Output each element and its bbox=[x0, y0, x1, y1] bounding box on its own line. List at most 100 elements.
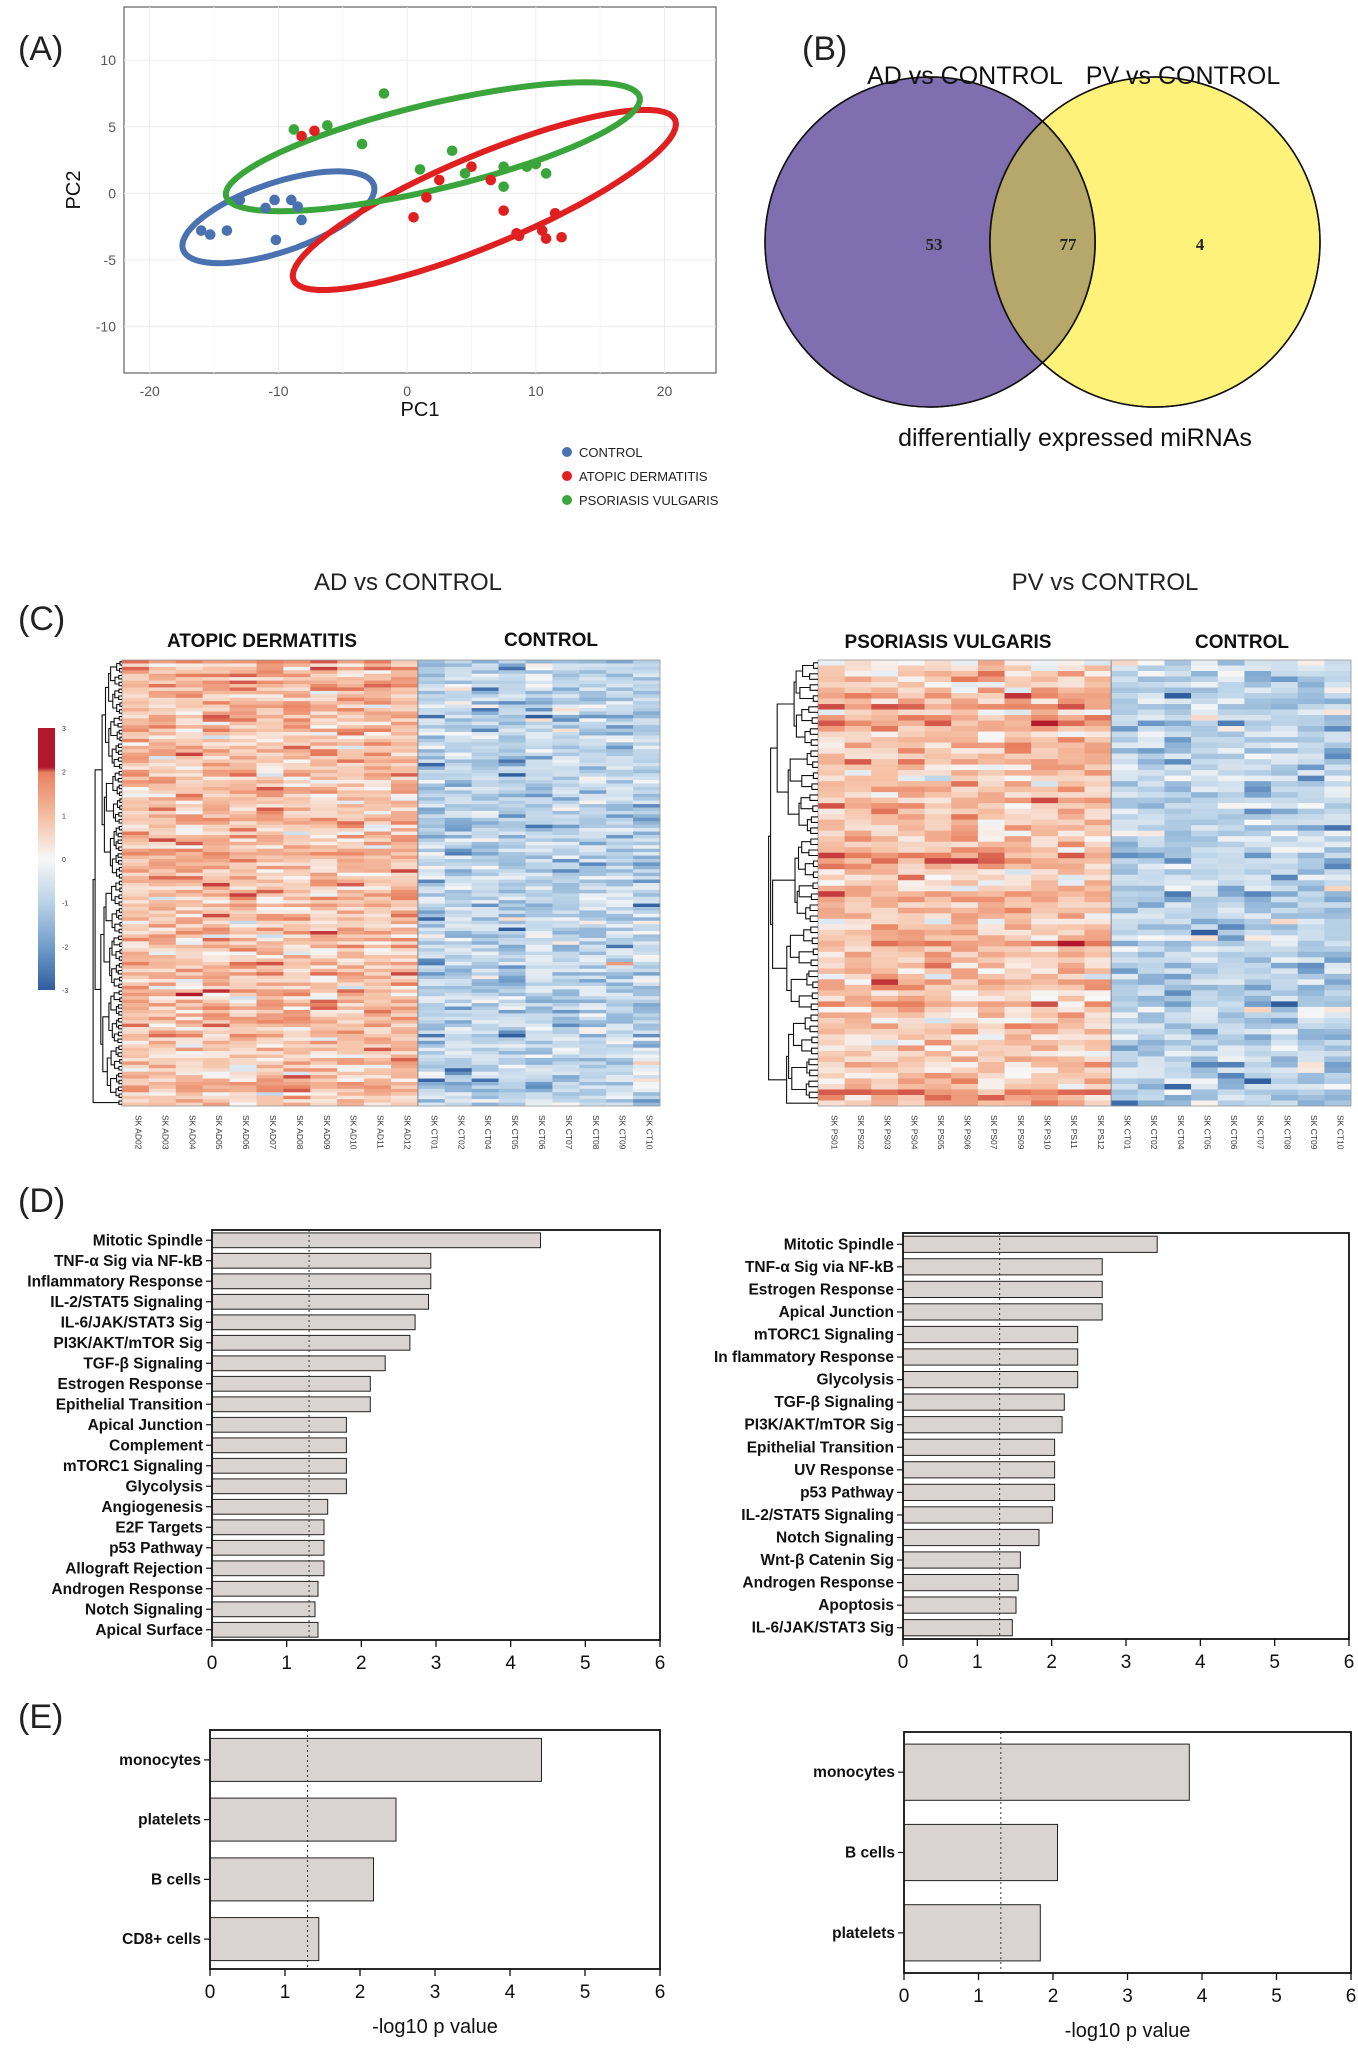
heatmap-cell bbox=[310, 1006, 338, 1011]
heatmap-cell bbox=[818, 924, 845, 931]
heatmap-cell bbox=[606, 718, 634, 723]
heatmap-cell bbox=[1191, 1028, 1219, 1035]
heatmap-cell bbox=[391, 725, 419, 729]
heatmap-cell bbox=[417, 1078, 446, 1083]
heatmap-cell bbox=[633, 1054, 661, 1059]
heatmap-cell bbox=[1244, 1034, 1272, 1041]
heatmap-cell bbox=[1191, 918, 1219, 925]
x-axis-tick-label: 5 bbox=[580, 1653, 591, 1674]
heatmap-cell bbox=[122, 889, 150, 894]
heatmap-cell bbox=[229, 677, 257, 681]
heatmap-cell bbox=[175, 961, 203, 966]
heatmap-cell bbox=[229, 879, 257, 884]
heatmap-cell bbox=[148, 941, 177, 946]
heatmap-cell bbox=[337, 769, 365, 774]
heatmap-cell bbox=[310, 718, 338, 723]
heatmap-cell bbox=[202, 1023, 230, 1028]
heatmap-cell bbox=[283, 714, 311, 719]
heatmap-cell bbox=[283, 687, 311, 692]
heatmap-pv: SK PS01 SK PS02 SK PS03 SK PS04 SK PS05 SK PS… bbox=[768, 659, 1352, 1150]
bar bbox=[902, 1393, 1065, 1411]
heatmap-cell bbox=[417, 924, 446, 928]
heatmap-cell bbox=[606, 773, 634, 777]
heatmap-cell bbox=[1271, 1094, 1298, 1101]
heatmap-cell bbox=[606, 852, 634, 856]
heatmap-cell bbox=[525, 708, 553, 712]
heatmap-cell bbox=[498, 824, 526, 829]
heatmap-cell bbox=[444, 951, 472, 956]
heatmap-cell bbox=[897, 1056, 925, 1063]
heatmap-cell bbox=[897, 715, 925, 721]
heatmap-cell bbox=[1057, 715, 1085, 721]
heatmap-cell bbox=[1191, 973, 1219, 980]
heatmap-cell bbox=[337, 1064, 365, 1069]
heatmap-cell bbox=[552, 955, 580, 959]
heatmap-cell bbox=[202, 852, 230, 856]
heatmap-cell bbox=[1244, 957, 1272, 964]
heatmap-cell bbox=[552, 845, 580, 849]
heatmap-cell bbox=[844, 748, 872, 754]
heatmap-cell bbox=[871, 946, 899, 953]
heatmap-cell bbox=[498, 855, 526, 860]
heatmap-cell bbox=[1271, 957, 1298, 964]
heatmap-cell bbox=[1004, 759, 1032, 765]
heatmap-cell bbox=[498, 948, 526, 952]
x-axis-tick-label: 0 bbox=[898, 1652, 909, 1673]
heatmap-cell bbox=[633, 711, 661, 716]
heatmap-cell bbox=[417, 793, 446, 798]
heatmap-cell bbox=[1137, 1012, 1165, 1019]
heatmap-cell bbox=[364, 1020, 392, 1024]
heatmap-cell bbox=[844, 803, 872, 809]
heatmap-cell bbox=[525, 711, 553, 716]
heatmap-cell bbox=[337, 1075, 365, 1079]
heatmap-cell bbox=[175, 841, 203, 846]
heatmap-cell bbox=[364, 694, 392, 699]
heatmap-cell bbox=[871, 803, 899, 809]
heatmap-cell bbox=[977, 759, 1005, 765]
heatmap-cell bbox=[1217, 748, 1245, 754]
heatmap-cell bbox=[364, 714, 392, 719]
heatmap-cell bbox=[148, 783, 177, 788]
heatmap-cell bbox=[633, 759, 661, 764]
heatmap-cell bbox=[229, 1030, 257, 1035]
heatmap-cell bbox=[1111, 1034, 1139, 1041]
heatmap-cell bbox=[579, 714, 607, 719]
heatmap-cell bbox=[256, 756, 284, 760]
heatmap-cell bbox=[1031, 709, 1059, 716]
heatmap-cell bbox=[579, 721, 607, 726]
heatmap-cell bbox=[175, 855, 203, 860]
heatmap-cell bbox=[148, 786, 177, 791]
heatmap-cell bbox=[364, 824, 392, 829]
heatmap-cell bbox=[818, 775, 845, 782]
heatmap-cell bbox=[606, 1003, 634, 1007]
heatmap-cell bbox=[951, 995, 979, 1002]
heatmap-cell bbox=[229, 670, 257, 675]
heatmap-cell bbox=[310, 810, 338, 815]
heatmap-cell bbox=[552, 687, 580, 692]
heatmap-cell bbox=[525, 834, 553, 839]
heatmap-cell bbox=[283, 855, 311, 860]
heatmap-cell bbox=[1297, 726, 1325, 732]
heatmap-cell bbox=[391, 687, 419, 692]
heatmap-cell bbox=[818, 979, 845, 986]
heatmap-cell bbox=[337, 684, 365, 688]
heatmap-cell bbox=[579, 920, 607, 925]
pca-point-control bbox=[270, 234, 282, 246]
heatmap-cell bbox=[1297, 1061, 1325, 1068]
heatmap-cell bbox=[1324, 902, 1352, 909]
heatmap-cell bbox=[633, 965, 661, 970]
heatmap-cell bbox=[1137, 1017, 1165, 1024]
heatmap-cell bbox=[122, 975, 150, 980]
heatmap-cell bbox=[229, 711, 257, 716]
heatmap-cell bbox=[1004, 1061, 1032, 1068]
heatmap-cell bbox=[283, 982, 311, 987]
heatmap-cell bbox=[897, 1078, 925, 1085]
heatmap-cell bbox=[1137, 973, 1165, 980]
heatmap-cell bbox=[525, 824, 553, 829]
heatmap-cell bbox=[122, 680, 150, 685]
heatmap-cell bbox=[633, 714, 661, 719]
heatmap-cell bbox=[606, 941, 634, 946]
heatmap-cell bbox=[337, 1027, 365, 1031]
heatmap-cell bbox=[1324, 687, 1352, 694]
heatmap-cell bbox=[1084, 1012, 1112, 1019]
